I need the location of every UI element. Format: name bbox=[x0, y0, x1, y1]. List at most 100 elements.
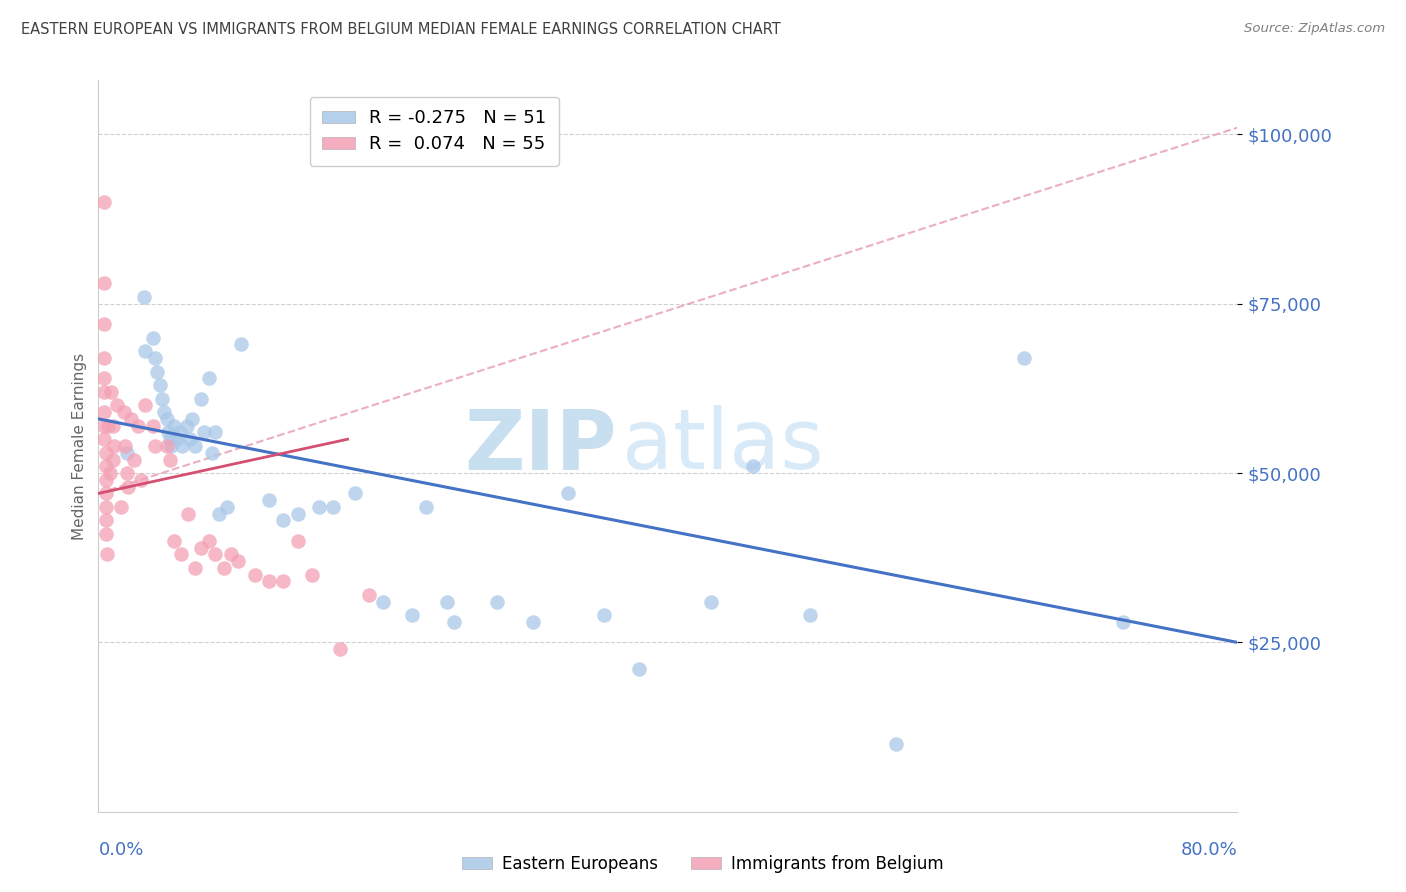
Text: ZIP: ZIP bbox=[464, 406, 617, 486]
Point bbox=[522, 615, 544, 629]
Point bbox=[145, 439, 167, 453]
Point bbox=[117, 480, 139, 494]
Point bbox=[176, 418, 198, 433]
Point bbox=[159, 452, 181, 467]
Legend: R = -0.275   N = 51, R =  0.074   N = 55: R = -0.275 N = 51, R = 0.074 N = 55 bbox=[309, 96, 560, 166]
Legend: Eastern Europeans, Immigrants from Belgium: Eastern Europeans, Immigrants from Belgi… bbox=[456, 848, 950, 880]
Point bbox=[110, 500, 132, 514]
Point bbox=[152, 392, 174, 406]
Point bbox=[93, 351, 115, 365]
Point bbox=[184, 561, 207, 575]
Text: 80.0%: 80.0% bbox=[1181, 841, 1237, 859]
Point bbox=[96, 547, 118, 561]
Point bbox=[322, 500, 344, 514]
Point bbox=[101, 452, 124, 467]
Point bbox=[273, 514, 295, 528]
Point bbox=[373, 595, 395, 609]
Point bbox=[401, 608, 423, 623]
Point bbox=[190, 541, 212, 555]
Point bbox=[94, 459, 117, 474]
Point bbox=[114, 439, 136, 453]
Point bbox=[259, 493, 281, 508]
Point bbox=[157, 425, 180, 440]
Point bbox=[163, 418, 186, 433]
Point bbox=[177, 507, 200, 521]
Point bbox=[93, 405, 115, 419]
Point bbox=[112, 405, 135, 419]
Point bbox=[146, 364, 169, 378]
Point bbox=[100, 384, 122, 399]
Point bbox=[742, 459, 765, 474]
Point bbox=[93, 195, 115, 210]
Point bbox=[208, 507, 231, 521]
Point bbox=[94, 514, 117, 528]
Point bbox=[94, 527, 117, 541]
Point bbox=[98, 466, 121, 480]
Point bbox=[287, 533, 309, 548]
Point bbox=[93, 384, 115, 399]
Point bbox=[97, 418, 120, 433]
Point bbox=[93, 371, 115, 385]
Point bbox=[436, 595, 458, 609]
Point bbox=[301, 567, 323, 582]
Point bbox=[163, 533, 186, 548]
Point bbox=[149, 378, 172, 392]
Point bbox=[226, 554, 249, 568]
Point bbox=[153, 405, 176, 419]
Point bbox=[184, 439, 207, 453]
Point bbox=[204, 547, 226, 561]
Point bbox=[159, 432, 181, 446]
Point bbox=[198, 533, 221, 548]
Point bbox=[1012, 351, 1035, 365]
Point bbox=[132, 290, 155, 304]
Point bbox=[127, 418, 149, 433]
Point bbox=[120, 412, 142, 426]
Point bbox=[201, 446, 224, 460]
Point bbox=[699, 595, 721, 609]
Point bbox=[169, 425, 191, 440]
Point bbox=[94, 473, 117, 487]
Point bbox=[198, 371, 221, 385]
Point bbox=[415, 500, 437, 514]
Point bbox=[219, 547, 242, 561]
Point bbox=[557, 486, 579, 500]
Point bbox=[93, 418, 115, 433]
Y-axis label: Median Female Earnings: Median Female Earnings bbox=[72, 352, 87, 540]
Point bbox=[94, 446, 117, 460]
Point bbox=[628, 663, 651, 677]
Point bbox=[93, 432, 115, 446]
Point bbox=[156, 412, 179, 426]
Point bbox=[170, 547, 193, 561]
Point bbox=[443, 615, 465, 629]
Point bbox=[486, 595, 509, 609]
Point bbox=[212, 561, 235, 575]
Text: Source: ZipAtlas.com: Source: ZipAtlas.com bbox=[1244, 22, 1385, 36]
Point bbox=[181, 412, 204, 426]
Point bbox=[115, 446, 138, 460]
Point bbox=[145, 351, 167, 365]
Point bbox=[160, 439, 183, 453]
Point bbox=[287, 507, 309, 521]
Point bbox=[592, 608, 614, 623]
Point bbox=[103, 439, 125, 453]
Point bbox=[193, 425, 215, 440]
Point bbox=[308, 500, 330, 514]
Point bbox=[179, 432, 201, 446]
Point bbox=[134, 344, 156, 359]
Point bbox=[122, 452, 145, 467]
Point bbox=[172, 439, 194, 453]
Point bbox=[129, 473, 152, 487]
Point bbox=[134, 398, 156, 412]
Point bbox=[94, 486, 117, 500]
Point bbox=[93, 317, 115, 331]
Point bbox=[1112, 615, 1135, 629]
Point bbox=[166, 432, 188, 446]
Point bbox=[799, 608, 821, 623]
Text: 0.0%: 0.0% bbox=[98, 841, 143, 859]
Point bbox=[93, 277, 115, 291]
Point bbox=[190, 392, 212, 406]
Point bbox=[141, 331, 163, 345]
Point bbox=[204, 425, 226, 440]
Point bbox=[105, 398, 128, 412]
Point bbox=[273, 574, 295, 589]
